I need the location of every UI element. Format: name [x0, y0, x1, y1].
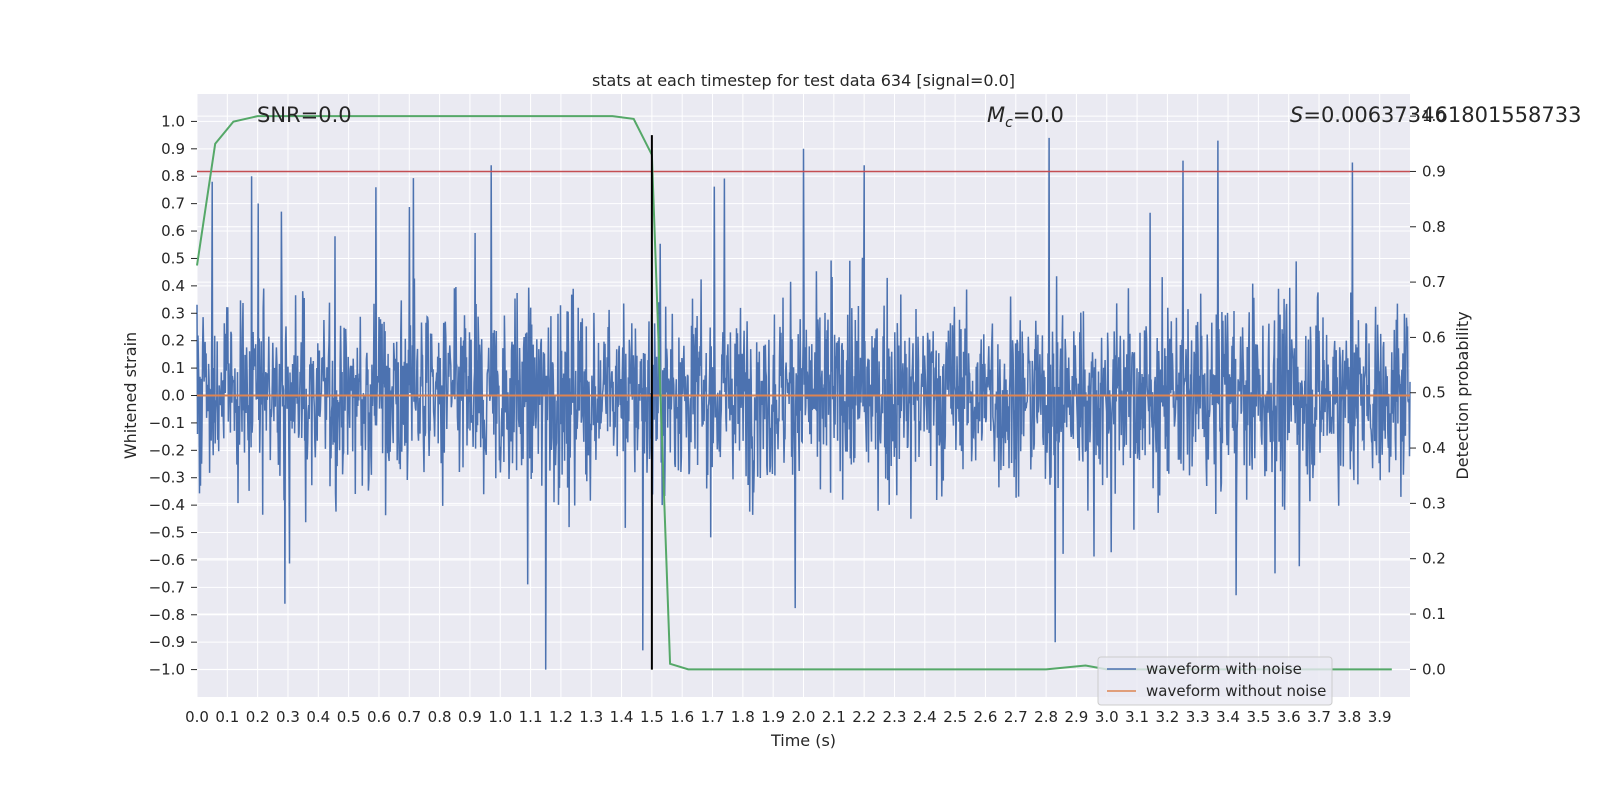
mc-value: =0.0	[1013, 103, 1064, 127]
x-tick-label: 3.1	[1125, 708, 1149, 726]
x-tick-label: 3.7	[1307, 708, 1331, 726]
x-tick-label: 3.6	[1277, 708, 1301, 726]
chart-lines	[196, 115, 1410, 671]
y-tick-label: 1.0	[161, 112, 185, 130]
series-waveform-with-noise	[196, 137, 1411, 670]
waveform-with-noise-line	[196, 137, 1411, 670]
s-value: =0.006373461801558733	[1303, 103, 1581, 127]
y-tick-label: −0.3	[149, 469, 185, 487]
y-tick-label: 0.3	[161, 304, 185, 322]
x-tick-label: 1.5	[640, 708, 664, 726]
x-tick-label: 2.6	[974, 708, 998, 726]
x-axis-label: Time (s)	[770, 731, 836, 750]
snr-annotation: SNR=0.0	[257, 103, 352, 127]
y-tick-label: −1.0	[149, 661, 185, 679]
y-axis-label: Whitened strain	[121, 332, 140, 459]
y-tick-label: 0.2	[161, 332, 185, 350]
x-tick-label: 2.7	[1004, 708, 1028, 726]
chirp-mass-annotation: Mc=0.0	[987, 103, 1064, 131]
x-ticks: 0.0 0.1 0.2 0.3 0.4 0.5 0.6 0.7 0.8 0.9 1.0 1.1 1.2 1…	[185, 708, 1392, 726]
legend-box	[1097, 656, 1333, 706]
y-tick-label: −0.1	[149, 414, 185, 432]
y-tick-label: 0.1	[161, 359, 185, 377]
y2-tick-label: 0.5	[1422, 384, 1446, 402]
x-tick-label: 0.2	[246, 708, 270, 726]
y-tick-label: 0.4	[161, 277, 185, 295]
x-tick-label: 2.3	[883, 708, 907, 726]
x-tick-label: 1.0	[488, 708, 512, 726]
y-tick-label: 0.5	[161, 249, 185, 267]
x-tick-label: 1.6	[670, 708, 694, 726]
y2-tick-label: 0.2	[1422, 550, 1446, 568]
x-tick-label: 0.8	[428, 708, 452, 726]
x-tick-label: 2.2	[852, 708, 876, 726]
y2-tick-label: 0.7	[1422, 273, 1446, 291]
x-tick-label: 3.2	[1155, 708, 1179, 726]
y2-tick-label: 0.6	[1422, 328, 1446, 346]
x-tick-label: 0.5	[337, 708, 361, 726]
x-tick-label: 1.3	[579, 708, 603, 726]
x-tick-label: 1.2	[549, 708, 573, 726]
x-tick-label: 3.0	[1095, 708, 1119, 726]
x-tick-label: 0.1	[215, 708, 239, 726]
x-tick-label: 3.4	[1216, 708, 1240, 726]
y2-ticks: 1.0 0.9 0.8 0.7 0.6 0.5 0.4 0.3 0.2 0.1 0.0	[1410, 107, 1446, 678]
legend-entry-clean: waveform without noise	[1146, 682, 1326, 700]
x-tick-label: 0.9	[458, 708, 482, 726]
y-tick-label: 0.8	[161, 167, 185, 185]
y2-tick-label: 1.0	[1422, 107, 1446, 125]
mc-subscript: c	[1005, 115, 1013, 131]
y2-tick-label: 0.4	[1422, 439, 1446, 457]
legend-entry-noise: waveform with noise	[1146, 660, 1302, 678]
x-tick-label: 2.1	[822, 708, 846, 726]
statistic-annotation: S=0.006373461801558733	[1290, 103, 1581, 127]
x-tick-label: 2.9	[1064, 708, 1088, 726]
y-tick-label: −0.7	[149, 578, 185, 596]
y2-tick-label: 0.0	[1422, 660, 1446, 678]
chart-title: stats at each timestep for test data 634…	[592, 71, 1015, 90]
y-tick-label: −0.5	[149, 524, 185, 542]
x-tick-label: 1.8	[731, 708, 755, 726]
y2-tick-label: 0.3	[1422, 494, 1446, 512]
y2-axis-label: Detection probability	[1453, 311, 1472, 479]
y-tick-label: −0.6	[149, 551, 185, 569]
y-ticks: 1.0 0.9 0.8 0.7 0.6 0.5 0.4 0.3 0.2 0.1 0.0 −0.1 −0.…	[149, 112, 197, 679]
y-tick-label: 0.0	[161, 387, 185, 405]
mc-symbol: M	[987, 103, 1005, 127]
y-tick-label: 0.7	[161, 195, 185, 213]
x-tick-label: 3.8	[1337, 708, 1361, 726]
x-tick-label: 2.8	[1034, 708, 1058, 726]
y2-tick-label: 0.1	[1422, 605, 1446, 623]
y-tick-label: 0.6	[161, 222, 185, 240]
y-tick-label: −0.8	[149, 606, 185, 624]
x-tick-label: 2.5	[943, 708, 967, 726]
x-tick-label: 0.3	[276, 708, 300, 726]
s-symbol: S	[1290, 103, 1303, 127]
y-tick-label: −0.2	[149, 441, 185, 459]
x-tick-label: 3.9	[1368, 708, 1392, 726]
y-tick-label: −0.9	[149, 633, 185, 651]
y-tick-label: −0.4	[149, 496, 185, 514]
x-tick-label: 2.4	[913, 708, 937, 726]
x-tick-label: 1.1	[519, 708, 543, 726]
x-tick-label: 3.3	[1186, 708, 1210, 726]
y2-tick-label: 0.9	[1422, 162, 1446, 180]
x-tick-label: 1.7	[701, 708, 725, 726]
legend: waveform with noise waveform without noi…	[1097, 656, 1333, 706]
x-tick-label: 0.7	[397, 708, 421, 726]
x-tick-label: 2.0	[792, 708, 816, 726]
x-tick-label: 0.4	[306, 708, 330, 726]
y2-tick-label: 0.8	[1422, 218, 1446, 236]
x-tick-label: 3.5	[1246, 708, 1270, 726]
x-tick-label: 1.9	[761, 708, 785, 726]
x-tick-label: 0.6	[367, 708, 391, 726]
y-tick-label: 0.9	[161, 140, 185, 158]
x-tick-label: 1.4	[610, 708, 634, 726]
x-tick-label: 0.0	[185, 708, 209, 726]
